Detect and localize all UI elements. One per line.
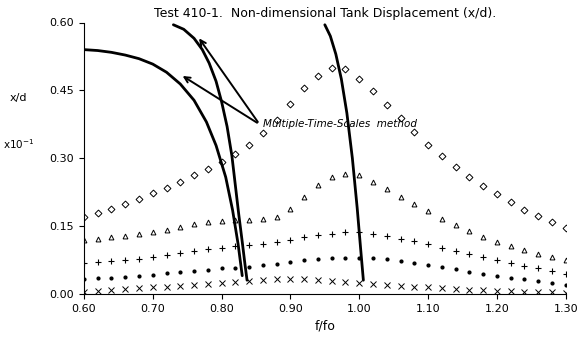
Text: Multiple-Time-Scales  method: Multiple-Time-Scales method: [263, 119, 417, 129]
Text: $\mathregular{x10^{-1}}$: $\mathregular{x10^{-1}}$: [3, 138, 35, 152]
Title: Test 410-1.  Non-dimensional Tank Displacement (x/d).: Test 410-1. Non-dimensional Tank Displac…: [154, 7, 496, 20]
Text: x/d: x/d: [10, 94, 27, 103]
X-axis label: f/fo: f/fo: [314, 319, 335, 332]
